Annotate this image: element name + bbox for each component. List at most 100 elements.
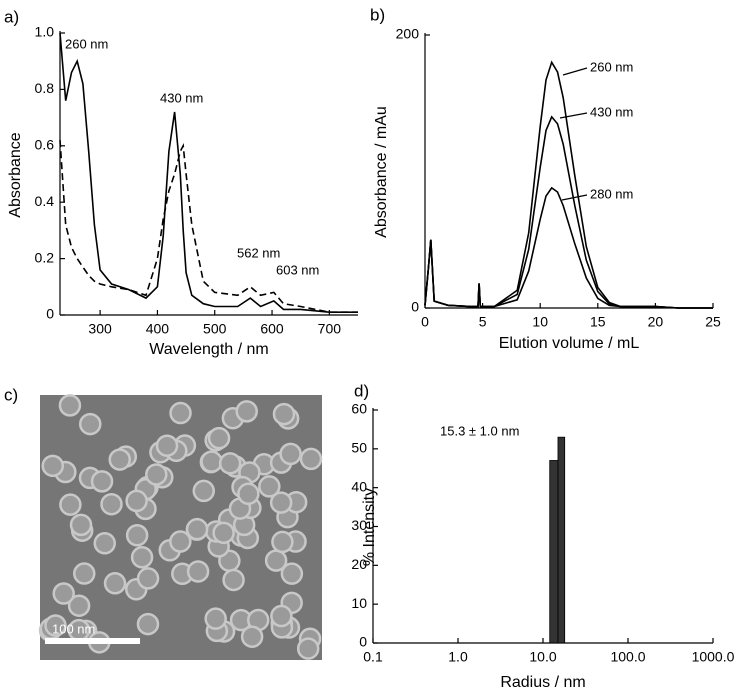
y-tick-label: 1.0 [35, 24, 55, 40]
x-tick-label: 400 [146, 321, 170, 337]
x-tick-label: 15 [590, 314, 606, 330]
particle [59, 493, 82, 516]
series-line [59, 140, 358, 313]
particle [136, 567, 160, 590]
particle [185, 517, 209, 541]
particle [78, 412, 102, 436]
particle [200, 450, 223, 473]
leader-line [559, 112, 588, 119]
leader-line [561, 194, 588, 201]
bar [549, 460, 559, 644]
x-tick-label: 100.0 [610, 649, 645, 665]
panel-label: b) [370, 5, 385, 24]
y-tick-label: 50 [351, 440, 367, 456]
particle [108, 448, 132, 471]
y-tick-label: 10 [351, 595, 367, 611]
particle [155, 434, 179, 457]
particle [125, 524, 149, 547]
y-tick-label: 0 [411, 299, 419, 315]
x-tick-label: 5 [479, 314, 487, 330]
particle [271, 530, 294, 554]
particle [299, 447, 323, 471]
series-line [424, 115, 713, 309]
particle [192, 479, 216, 503]
y-tick-label: 0.4 [35, 193, 55, 209]
series-line [424, 60, 713, 309]
x-tick-label: 20 [648, 314, 664, 330]
particle [218, 452, 242, 475]
particle [52, 582, 75, 605]
particle [280, 562, 304, 585]
annotation: 15.3 ± 1.0 nm [440, 423, 519, 438]
particle [130, 546, 154, 569]
x-tick-label: 25 [705, 314, 721, 330]
particle [169, 401, 192, 425]
y-tick-label: 0.2 [35, 249, 55, 265]
y-tick-label: 0 [46, 306, 54, 322]
particle [222, 568, 245, 592]
annotation: 430 nm [590, 104, 633, 119]
leader-line [562, 67, 588, 76]
x-axis-title: Radius / nm [500, 674, 585, 691]
x-tick-label: 1.0 [448, 649, 468, 665]
particle [44, 614, 67, 637]
particle [169, 530, 192, 553]
particle [269, 491, 293, 514]
x-tick-label: 0 [421, 314, 429, 330]
annotation: 260 nm [590, 59, 633, 74]
particle [73, 562, 96, 585]
panel-label: a) [4, 7, 19, 26]
bar [557, 436, 566, 644]
particle [296, 637, 320, 660]
particle [270, 604, 293, 628]
panel-label: c) [4, 385, 18, 404]
particle [240, 625, 264, 648]
particle [279, 442, 302, 466]
particle [272, 402, 296, 426]
y-axis-title: Absorbance / mAu [373, 106, 390, 238]
particle [67, 594, 91, 617]
particle [125, 489, 148, 513]
x-tick-label: 1000.0 [692, 649, 735, 665]
particle [100, 492, 123, 516]
series-line [424, 186, 713, 309]
particle [237, 482, 260, 506]
particle [145, 463, 168, 486]
x-tick-label: 600 [260, 321, 284, 337]
particle [207, 426, 231, 450]
particle [235, 400, 258, 423]
annotation: 430 nm [160, 90, 203, 105]
y-axis-title: % Intensity [361, 488, 378, 566]
y-tick-label: 30 [351, 517, 367, 533]
annotation: 260 nm [65, 36, 108, 51]
x-tick-label: 700 [318, 321, 342, 337]
x-tick-label: 0.1 [363, 649, 383, 665]
scale-bar-label: 100 nm [52, 621, 95, 636]
x-axis-title: Wavelength / nm [149, 341, 268, 358]
particle [90, 470, 114, 493]
annotation: 280 nm [590, 186, 633, 201]
x-tick-label: 300 [88, 321, 112, 337]
y-tick-label: 40 [351, 478, 367, 494]
scale-bar [45, 638, 140, 644]
y-tick-label: 200 [396, 26, 420, 42]
x-axis-title: Elution volume / mL [499, 335, 640, 352]
x-tick-label: 500 [203, 321, 227, 337]
y-tick-label: 0.8 [35, 80, 55, 96]
particle [93, 532, 116, 555]
y-tick-label: 60 [351, 401, 367, 417]
particle [258, 475, 281, 498]
y-tick-label: 20 [351, 556, 367, 572]
y-tick-label: 0 [359, 634, 367, 650]
particle [103, 572, 127, 595]
particle [186, 560, 210, 583]
particle [69, 513, 93, 537]
series-line [59, 32, 358, 313]
particle [41, 454, 64, 478]
x-tick-label: 10 [532, 314, 548, 330]
particle [58, 394, 82, 417]
annotation: 603 nm [276, 262, 319, 277]
x-tick-label: 10.0 [529, 649, 556, 665]
panel-label: d) [354, 381, 369, 400]
